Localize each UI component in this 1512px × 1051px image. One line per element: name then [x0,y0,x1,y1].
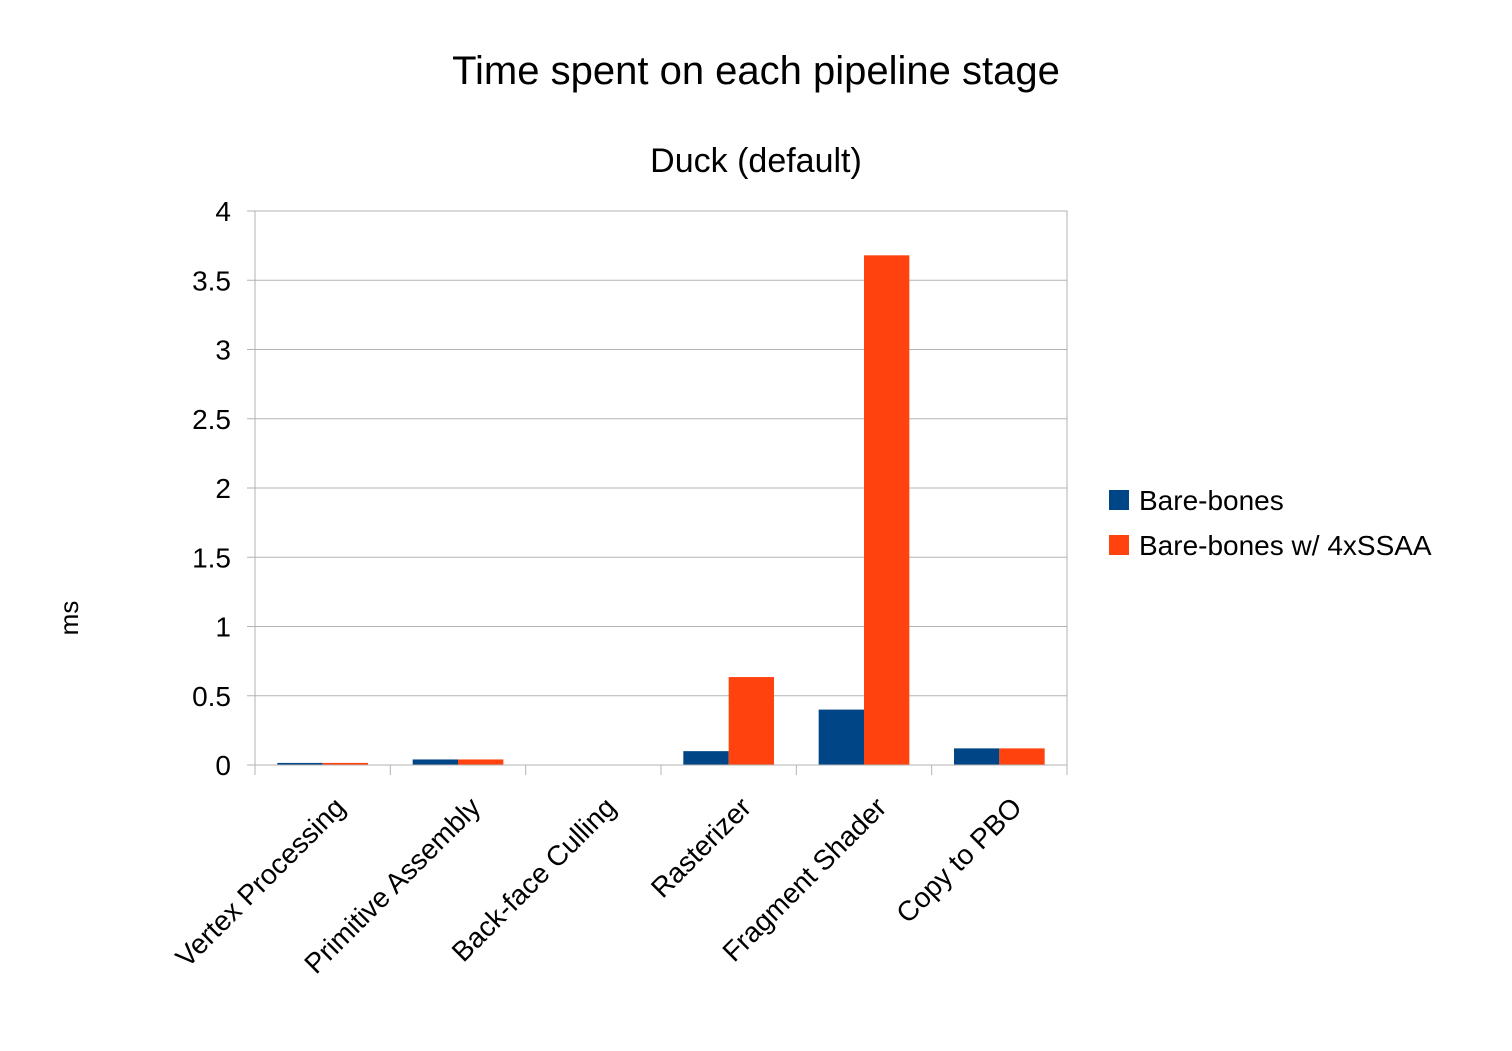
x-tick-label: Rasterizer [645,791,757,903]
legend-swatch [1109,535,1129,555]
bar [458,759,504,765]
y-tick-label: 2.5 [192,404,231,435]
chart-subtitle: Duck (default) [650,142,862,180]
bar [683,751,729,765]
y-tick-label: 1.5 [192,542,231,573]
axes [247,210,1068,775]
bar [322,762,369,765]
bar [864,255,910,765]
bar [728,677,775,765]
chart-title: Time spent on each pipeline stage [452,49,1060,93]
legend: Bare-bones Bare-bones w/ 4xSSAA [1109,485,1432,561]
bar [818,709,864,765]
y-tick-label: 2 [215,473,231,504]
y-tick-labels: 0 0.5 1 1.5 2 2.5 3 3.5 4 [192,196,231,781]
x-tick-label: Copy to PBO [890,791,1027,928]
bar [999,748,1045,765]
y-tick-label: 0.5 [192,681,231,712]
y-tick-label: 4 [215,196,231,227]
legend-label: Bare-bones [1139,485,1284,516]
y-tick-label: 3 [215,335,231,366]
bars [277,255,1045,765]
y-tick-label: 3.5 [192,265,231,296]
legend-swatch [1109,490,1129,510]
bar [412,759,458,765]
bar [953,748,1000,765]
bar [277,762,323,765]
y-tick-label: 1 [215,612,231,643]
legend-label: Bare-bones w/ 4xSSAA [1139,530,1432,561]
y-axis-label: ms [54,601,84,636]
gridlines [255,210,1067,697]
y-tick-label: 0 [215,750,231,781]
